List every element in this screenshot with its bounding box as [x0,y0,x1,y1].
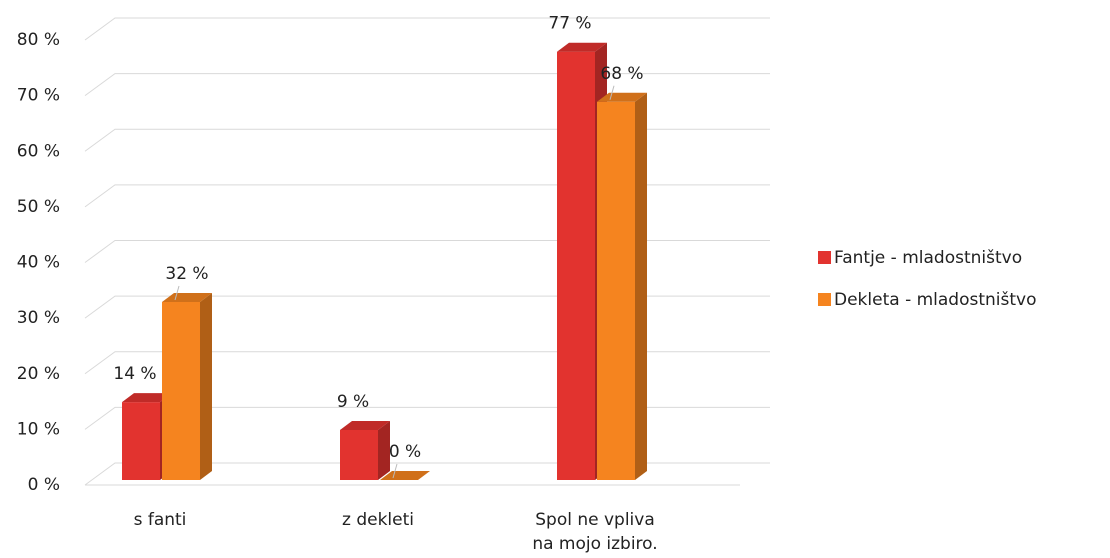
legend-label: Dekleta - mladostništvo [834,290,1037,310]
y-tick-label: 10 % [17,419,60,439]
y-tick-label: 0 % [28,475,60,495]
legend-label: Fantje - mladostništvo [834,248,1022,268]
bar-front [340,429,378,480]
y-tick-label: 70 % [17,86,60,106]
x-tick-label-line: Spol ne vpliva [535,510,655,530]
bar-front [597,101,635,480]
x-tick-label-line: z dekleti [342,510,414,530]
legend-swatch [818,293,831,306]
bar-side [378,420,390,480]
grid-line [84,128,770,152]
data-label: 0 % [389,442,421,462]
x-tick-label-line: s fanti [134,510,187,530]
label-leader [174,285,180,301]
grid-line [84,73,770,97]
bar [380,471,430,480]
x-tick-label-line: na mojo izbiro. [532,534,657,554]
bar-top [380,471,430,480]
bar-top [122,393,172,403]
y-tick-label: 40 % [17,253,60,273]
grid-line [84,240,770,263]
bar-front [122,402,160,480]
bar-top [557,42,607,52]
legend-swatch [818,251,831,264]
bar-top [162,293,212,302]
y-tick-label: 30 % [17,308,60,328]
grid-line [84,295,770,319]
bar-side [200,293,212,480]
grid-line [84,351,770,375]
y-tick-label: 80 % [17,30,60,50]
data-label: 68 % [600,64,643,84]
grid-line [84,184,770,208]
data-label: 9 % [337,392,369,412]
x-tick-label: z dekleti [342,510,414,530]
label-leader [392,463,398,479]
data-label: 14 % [113,364,156,384]
bar-front [557,51,595,480]
y-tick-label: 60 % [17,141,60,161]
bar [162,293,212,480]
y-tick-label: 20 % [17,364,60,384]
data-label: 32 % [165,264,208,284]
bar [597,92,647,480]
bar-front [162,302,200,480]
bar-top [340,420,390,430]
data-label: 77 % [548,14,591,34]
grid-line [84,462,770,486]
bar-side [635,92,647,480]
grid-line [84,17,770,41]
x-tick-label: s fanti [134,510,187,530]
x-tick-label: Spol ne vpliva na mojo izbiro. [532,510,657,554]
grid-line [84,406,770,430]
y-tick-label: 50 % [17,197,60,217]
bar-top [597,92,647,102]
bar [340,420,390,480]
label-leader [609,85,615,100]
